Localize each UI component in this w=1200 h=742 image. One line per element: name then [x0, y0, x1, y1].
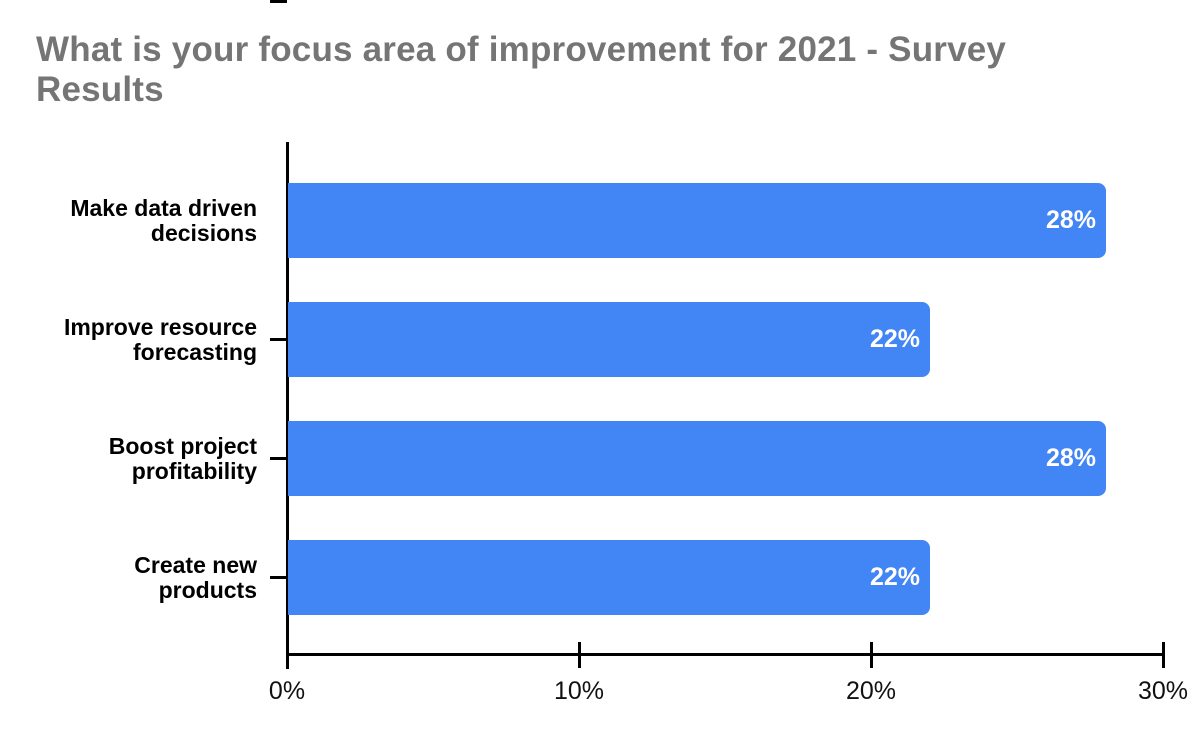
category-label: Improve resource forecasting: [63, 314, 257, 365]
category-label: Boost project profitability: [108, 433, 257, 484]
bar-value-label: 28%: [1045, 444, 1096, 472]
x-axis-tick: [578, 642, 581, 668]
y-axis-tick: [270, 0, 287, 3]
chart-title: What is your focus area of improvement f…: [36, 30, 1007, 109]
x-axis-line: [286, 653, 1165, 656]
x-axis-tick-label: 10%: [553, 677, 605, 705]
bar-value-label: 28%: [1045, 206, 1096, 234]
bar-create-new-products[interactable]: 22%: [288, 540, 930, 615]
y-axis-tick: [270, 576, 287, 579]
bar-make-data-driven-decisions[interactable]: 28%: [288, 183, 1106, 258]
y-axis-tick: [270, 338, 287, 341]
x-axis-tick: [870, 642, 873, 668]
bar-improve-resource-forecasting[interactable]: 22%: [288, 302, 930, 377]
x-axis-tick: [1162, 642, 1165, 668]
category-label: Create new products: [134, 552, 257, 603]
x-axis-tick-label: 0%: [268, 677, 306, 705]
y-axis-tick: [270, 457, 287, 460]
x-axis-tick-label: 20%: [845, 677, 897, 705]
x-axis-tick: [286, 642, 289, 668]
bar-boost-project-profitability[interactable]: 28%: [288, 421, 1106, 496]
bar-value-label: 22%: [869, 563, 920, 591]
x-axis-tick-label: 30%: [1137, 677, 1189, 705]
bar-value-label: 22%: [869, 325, 920, 353]
y-axis-line: [286, 142, 289, 669]
category-label: Make data driven decisions: [70, 195, 257, 246]
